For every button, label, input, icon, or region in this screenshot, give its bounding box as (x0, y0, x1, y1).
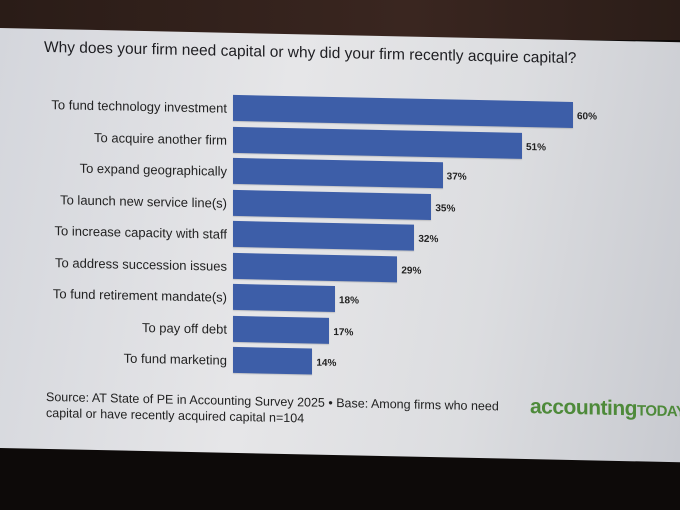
value-label: 17% (333, 326, 354, 338)
bar (233, 346, 313, 375)
category-label: To pay off debt (141, 319, 227, 337)
value-label: 18% (339, 295, 360, 307)
accounting-today-logo: accountingTODAY (530, 395, 680, 421)
value-label: 29% (401, 264, 422, 277)
category-label: To increase capacity with staff (54, 223, 227, 242)
value-label: 51% (526, 141, 547, 153)
value-label: 14% (316, 357, 337, 370)
value-label: 37% (446, 171, 467, 183)
value-label: 32% (418, 233, 439, 246)
bar (233, 126, 522, 159)
category-label: To address succession issues (55, 254, 227, 274)
bar (233, 157, 443, 189)
category-label: To fund retirement mandate(s) (52, 286, 227, 305)
bar (233, 220, 415, 251)
bar (233, 94, 573, 129)
category-label: To fund technology investment (51, 97, 227, 116)
bar (233, 283, 335, 313)
slide: Why does your firm need capital or why d… (0, 28, 680, 463)
value-label: 35% (435, 202, 456, 215)
value-label: 60% (577, 111, 598, 123)
bar (233, 189, 432, 220)
bar (233, 252, 398, 282)
category-label: To launch new service line(s) (60, 191, 227, 211)
bar (233, 315, 330, 344)
category-label: To acquire another firm (94, 129, 227, 148)
category-label: To fund marketing (123, 350, 227, 368)
category-label: To expand geographically (79, 160, 227, 179)
